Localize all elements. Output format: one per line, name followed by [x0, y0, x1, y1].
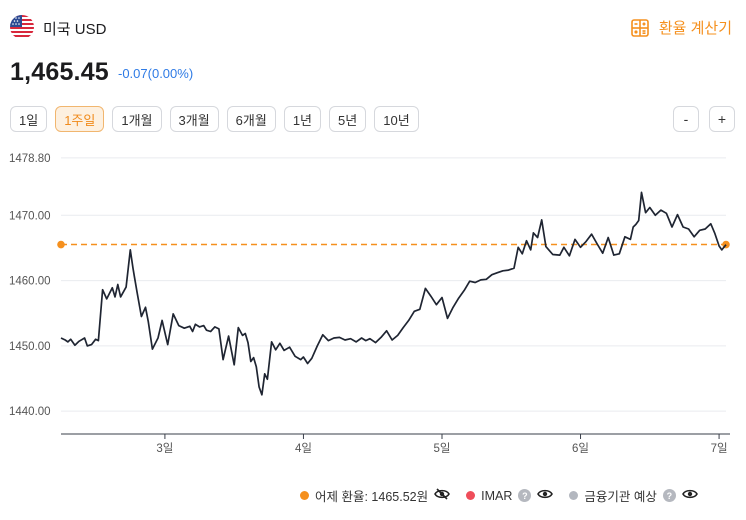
- help-icon[interactable]: ?: [662, 489, 676, 502]
- zoom-in-button[interactable]: +: [709, 106, 735, 132]
- eye-icon[interactable]: [681, 488, 698, 503]
- imar-dot-icon: [466, 491, 476, 500]
- legend-forecast-label: 금융기관 예상: [584, 490, 657, 504]
- y-tick-label: 1470.00: [9, 210, 51, 222]
- yesterday-rate-start-dot: [57, 240, 65, 249]
- chart-legend: 어제 환율: 1465.52원 IMAR ? 금융기관 예상 ?: [300, 486, 698, 505]
- period-selector: 1일 1주일 1개월 3개월 6개월 1년 5년 10년: [10, 106, 419, 132]
- period-button-1y[interactable]: 1년: [283, 106, 322, 132]
- period-button-1m[interactable]: 1개월: [112, 106, 162, 132]
- exchange-rate-chart: 1478.80 1470.00 1460.00 1450.00 1440.00 3일 4일 5…: [9, 153, 730, 455]
- zoom-out-button[interactable]: -: [673, 106, 699, 132]
- calculator-icon: [630, 18, 650, 38]
- currency-title: 미국 USD: [43, 21, 107, 38]
- yesterday-dot-icon: [300, 491, 309, 500]
- exchange-calculator-button[interactable]: 환율 계산기: [630, 17, 732, 38]
- legend-yesterday-label: 어제 환율: 1465.52원: [315, 490, 429, 504]
- header: 미국 USD 환율 계산기: [10, 14, 732, 42]
- help-icon[interactable]: ?: [518, 489, 532, 502]
- legend-forecast: 금융기관 예상 ?: [569, 486, 698, 505]
- period-button-10y[interactable]: 10년: [374, 106, 419, 132]
- rate-series-line: [60, 191, 727, 396]
- us-flag-icon: [10, 15, 34, 39]
- eye-off-icon[interactable]: [434, 488, 451, 503]
- rate-change: -0.07(0.00%): [118, 66, 194, 81]
- period-button-6m[interactable]: 6개월: [226, 106, 276, 132]
- x-tick-label: 6일: [572, 441, 589, 455]
- forecast-dot-icon: [569, 491, 579, 500]
- legend-imar-label: IMAR: [481, 488, 513, 503]
- period-button-1w[interactable]: 1주일: [55, 106, 105, 132]
- period-button-1d[interactable]: 1일: [10, 106, 48, 132]
- x-tick-label: 5일: [433, 441, 450, 455]
- x-tick-label: 3일: [156, 441, 173, 455]
- period-button-5y[interactable]: 5년: [329, 106, 367, 132]
- y-tick-label: 1450.00: [9, 341, 51, 353]
- legend-yesterday: 어제 환율: 1465.52원: [300, 486, 451, 505]
- x-tick-label: 7일: [711, 441, 728, 455]
- y-tick-label: 1478.80: [9, 153, 51, 165]
- y-tick-label: 1440.00: [9, 406, 51, 418]
- period-button-3m[interactable]: 3개월: [169, 106, 219, 132]
- x-tick-label: 4일: [295, 441, 312, 455]
- eye-icon[interactable]: [537, 488, 554, 503]
- y-tick-label: 1460.00: [9, 276, 51, 288]
- calculator-label: 환율 계산기: [658, 20, 732, 37]
- legend-imar: IMAR ?: [466, 488, 554, 503]
- current-rate: 1,465.45: [10, 58, 109, 86]
